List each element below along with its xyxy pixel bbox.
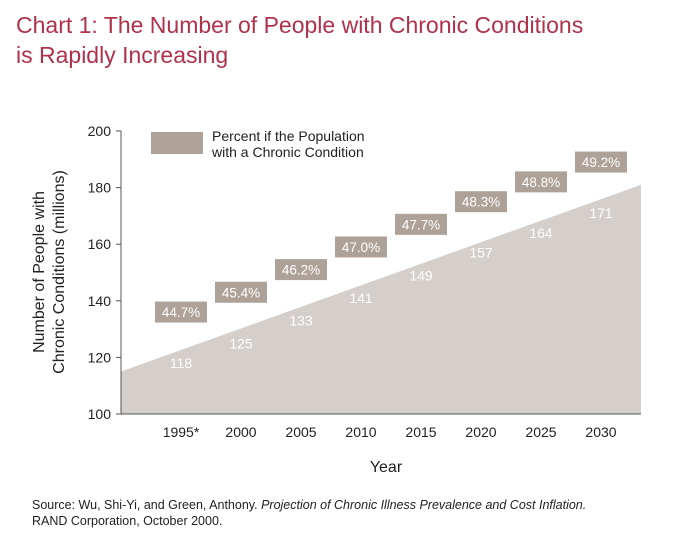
x-tick-label: 2030 [585, 424, 616, 440]
data-value-label: 171 [589, 205, 613, 221]
source-line-2: RAND Corporation, October 2000. [32, 514, 223, 528]
source-work-title: Projection of Chronic Illness Prevalence… [261, 498, 587, 512]
percent-badge [395, 213, 447, 235]
y-tick-label: 160 [88, 236, 112, 252]
x-axis-title: Year [370, 459, 403, 476]
percent-badge-label: 45.4% [222, 285, 260, 300]
y-tick-label: 200 [88, 123, 112, 139]
data-value-label: 118 [170, 355, 193, 371]
percent-badge-label: 47.7% [402, 217, 440, 232]
x-tick-label: 2005 [285, 424, 316, 440]
percent-badge-label: 46.2% [282, 263, 320, 278]
source-prefix: Source: Wu, Shi-Yi, and Green, Anthony. [32, 498, 262, 512]
source-note: Source: Wu, Shi-Yi, and Green, Anthony. … [32, 497, 647, 529]
percent-badge [515, 171, 567, 193]
chart-title-line-1: Chart 1: The Number of People with Chron… [16, 12, 584, 38]
percent-badge [215, 281, 267, 303]
chart-title: Chart 1: The Number of People with Chron… [16, 10, 666, 70]
percent-badge-label: 48.3% [462, 195, 500, 210]
percent-badge [335, 236, 387, 258]
percent-badge [455, 191, 507, 213]
legend-label-line-2: with a Chronic Condition [211, 144, 364, 160]
area-fill [121, 184, 641, 414]
y-tick-label: 100 [88, 406, 112, 422]
data-value-label: 157 [469, 245, 493, 261]
percent-badge [155, 301, 207, 323]
y-tick-label: 140 [88, 293, 112, 309]
percent-badge [575, 151, 627, 173]
chart-svg: 100 120 140 160 180 200 Number of People with C… [31, 123, 641, 476]
data-value-label: 133 [289, 313, 313, 329]
data-value-label: 164 [529, 225, 553, 241]
percent-badge-label: 48.8% [522, 175, 560, 190]
data-value-label: 125 [229, 335, 253, 351]
percent-badge [275, 259, 327, 281]
x-tick-label: 2020 [465, 424, 496, 440]
y-tick-label: 120 [88, 349, 112, 365]
percent-badge-label: 44.7% [162, 305, 200, 320]
percent-badge-label: 47.0% [342, 240, 380, 255]
y-tick-label: 180 [88, 180, 112, 196]
chart-title-line-2: is Rapidly Increasing [16, 42, 229, 68]
x-tick-label: 2000 [225, 424, 256, 440]
percent-badge-label: 49.2% [582, 155, 620, 170]
data-value-label: 141 [349, 290, 373, 306]
x-tick-label: 1995* [163, 424, 200, 440]
data-value-label: 149 [409, 267, 433, 283]
y-axis-title-line-2: Chronic Conditions (millions) [51, 170, 68, 374]
legend-label-line-1: Percent if the Population [212, 128, 365, 144]
x-tick-label: 2010 [345, 424, 376, 440]
x-tick-label: 2015 [405, 424, 436, 440]
y-axis-title-line-1: Number of People with [31, 191, 48, 353]
source-line-1: Source: Wu, Shi-Yi, and Green, Anthony. … [32, 497, 647, 513]
x-tick-label: 2025 [525, 424, 556, 440]
legend-swatch [151, 132, 203, 154]
